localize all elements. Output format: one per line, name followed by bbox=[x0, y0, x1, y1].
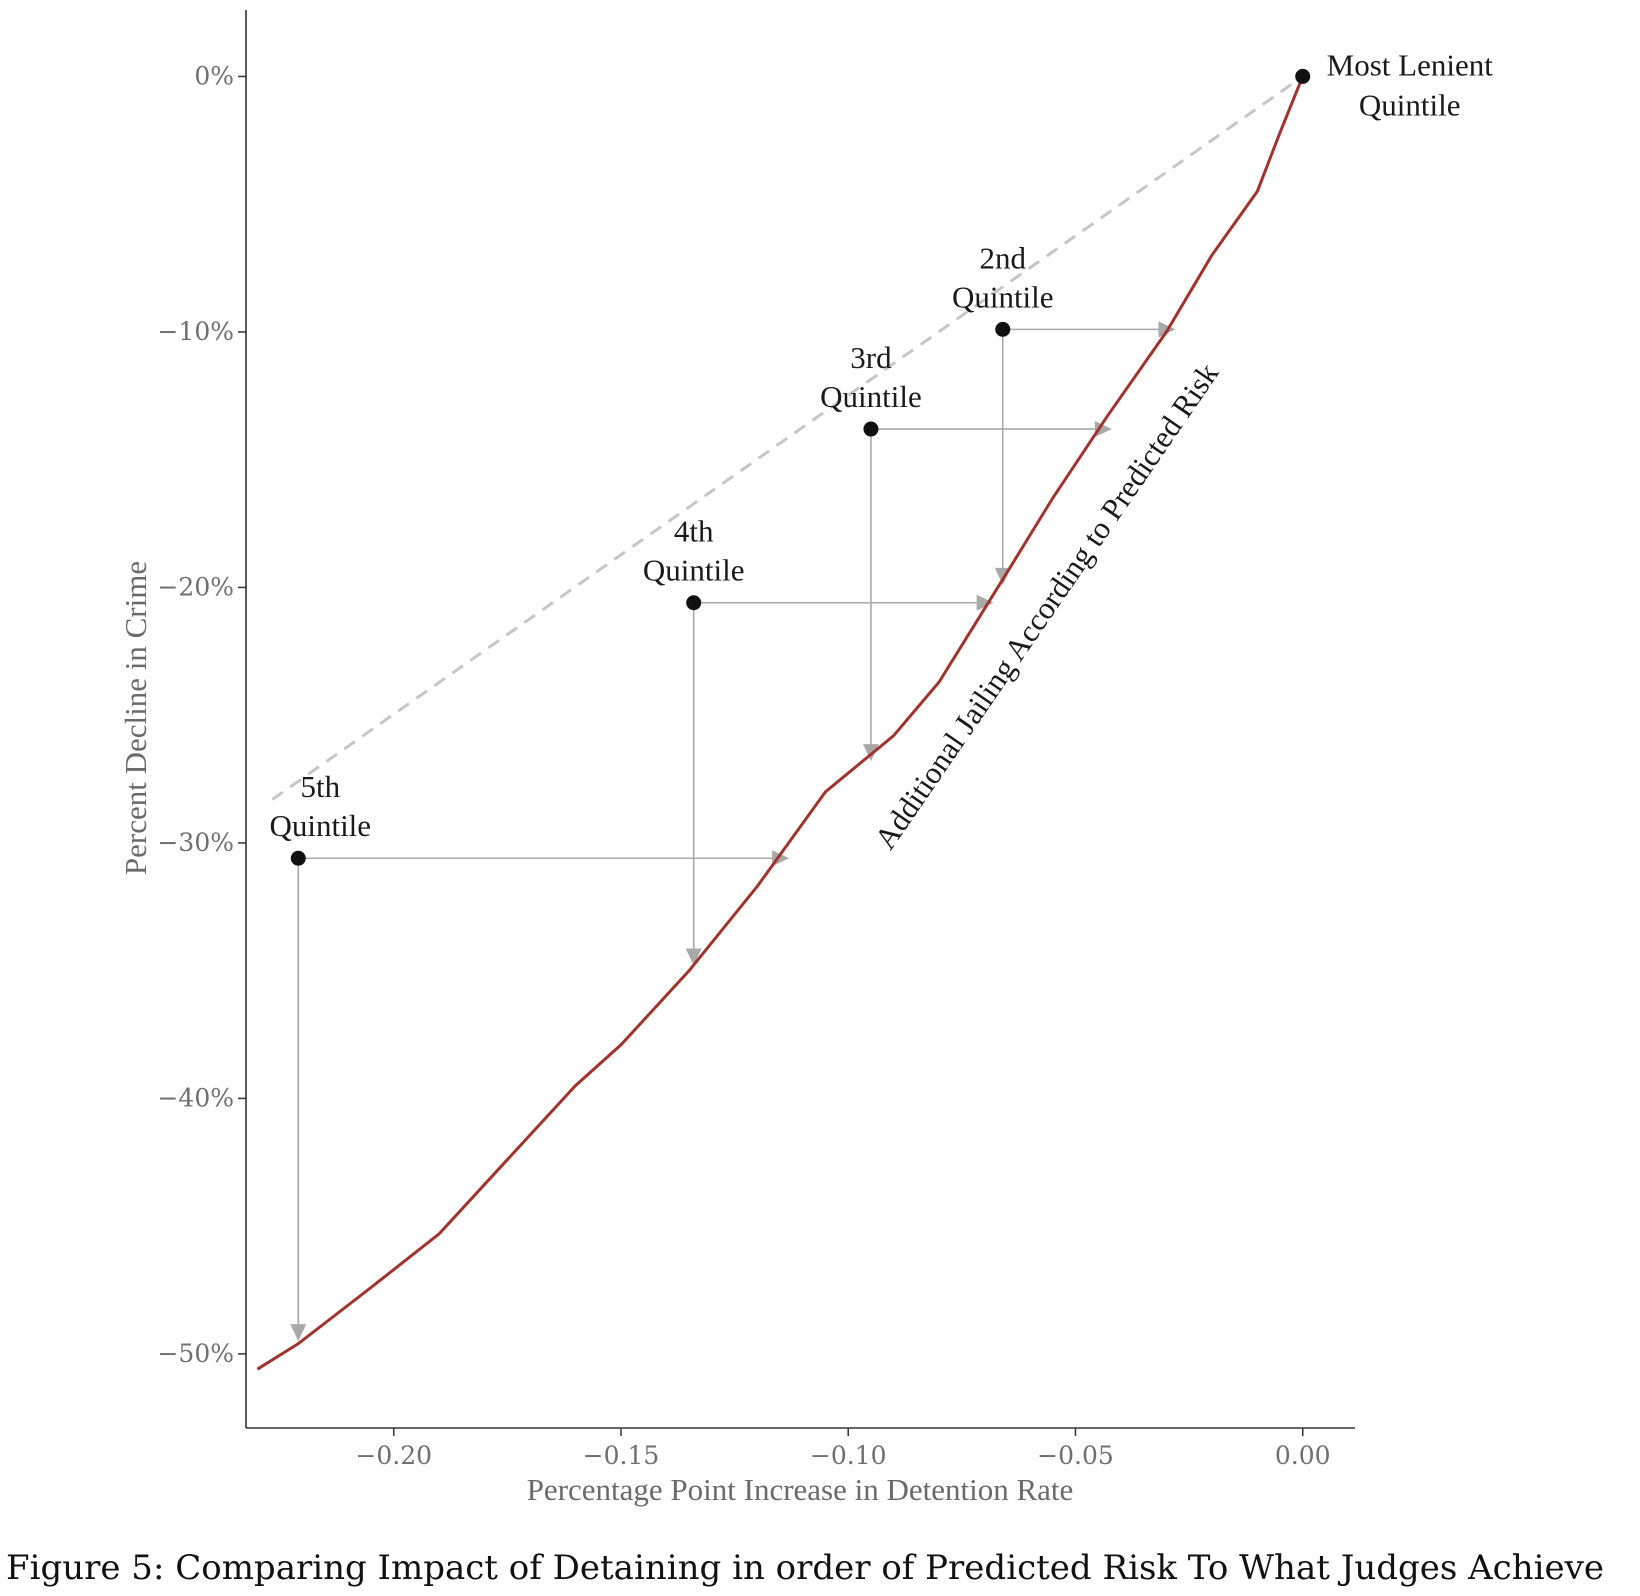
predicted-risk-curve bbox=[256, 75, 1305, 1371]
y-tick-label: −30% bbox=[157, 828, 234, 857]
x-axis-title: Percentage Point Increase in Detention R… bbox=[527, 1472, 1074, 1507]
quintile-point bbox=[290, 850, 306, 866]
y-axis-title: Percent Decline in Crime bbox=[118, 561, 153, 875]
y-tick-label: −50% bbox=[157, 1339, 234, 1368]
judges-frontier-dashed-line bbox=[271, 75, 1304, 801]
quintile-label-line2: Quintile bbox=[820, 379, 922, 414]
y-tick-label: −10% bbox=[157, 317, 234, 346]
y-tick-label: −40% bbox=[157, 1083, 234, 1112]
quintile-label-line1: 4th bbox=[674, 514, 714, 549]
quintile-label-line2: Quintile bbox=[952, 279, 1054, 314]
quintile-label-line2: Quintile bbox=[1359, 87, 1461, 122]
x-tick-label: −0.10 bbox=[810, 1441, 887, 1470]
quintile-point bbox=[995, 321, 1011, 337]
x-tick-label: −0.20 bbox=[355, 1441, 432, 1470]
quintile-label-line1: Most Lenient bbox=[1327, 47, 1494, 82]
quintile-label-line1: 2nd bbox=[980, 240, 1027, 275]
curve-label: Additional Jailing According to Predicte… bbox=[867, 356, 1225, 855]
quintile-label-line1: 3rd bbox=[850, 340, 892, 375]
quintile-label-line2: Quintile bbox=[269, 808, 371, 843]
horizontal-arrowhead bbox=[1094, 421, 1112, 438]
quintile-label-line2: Quintile bbox=[643, 553, 745, 588]
y-tick-label: −20% bbox=[157, 572, 234, 601]
y-tick-label: 0% bbox=[194, 61, 234, 90]
quintile-label-line1: 5th bbox=[300, 769, 340, 804]
x-tick-label: 0.00 bbox=[1275, 1441, 1331, 1470]
x-tick-label: −0.15 bbox=[583, 1441, 660, 1470]
vertical-arrowhead bbox=[685, 948, 702, 966]
x-tick-label: −0.05 bbox=[1037, 1441, 1114, 1470]
figure-caption: Figure 5: Comparing Impact of Detaining … bbox=[6, 1548, 1604, 1588]
vertical-arrowhead bbox=[290, 1324, 307, 1342]
quintile-point bbox=[686, 595, 702, 611]
quintile-point bbox=[863, 421, 879, 437]
quintile-point bbox=[1295, 68, 1311, 84]
horizontal-arrowhead bbox=[976, 594, 994, 611]
